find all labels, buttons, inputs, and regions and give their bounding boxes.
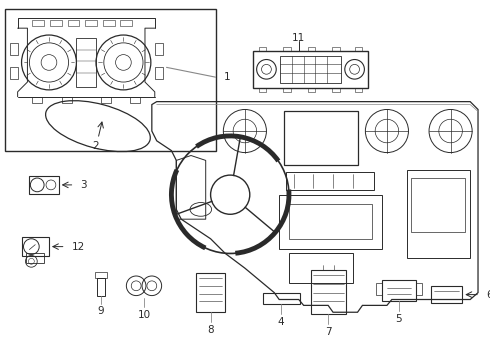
Text: 9: 9 [98, 306, 104, 316]
Bar [407, 170, 470, 258]
Text: 8: 8 [207, 325, 214, 335]
Text: 2: 2 [93, 141, 99, 151]
Bar [155, 43, 163, 55]
Bar [103, 20, 115, 26]
Text: 3: 3 [80, 180, 87, 190]
Text: 12: 12 [72, 242, 85, 252]
Bar [121, 20, 132, 26]
Bar [376, 283, 382, 294]
Bar [284, 112, 358, 165]
Bar [253, 51, 368, 88]
Bar [263, 293, 300, 305]
Bar [280, 55, 341, 83]
Bar [32, 97, 42, 103]
Bar [10, 43, 18, 55]
Bar [355, 47, 363, 51]
Text: 5: 5 [395, 314, 402, 324]
Bar [62, 97, 72, 103]
Bar [279, 195, 382, 248]
Bar [332, 88, 340, 92]
Bar [289, 204, 372, 239]
Bar [95, 272, 107, 278]
Text: 6: 6 [486, 289, 490, 300]
Text: 7: 7 [325, 327, 331, 337]
Bar [155, 67, 163, 79]
Bar [76, 38, 96, 87]
Bar [5, 9, 216, 150]
Bar [26, 253, 44, 263]
Bar [332, 47, 340, 51]
Bar [196, 273, 225, 312]
Text: 11: 11 [292, 33, 305, 43]
Bar [286, 172, 374, 190]
Bar [85, 20, 97, 26]
Text: 4: 4 [278, 317, 284, 327]
Bar [101, 97, 111, 103]
Text: 1: 1 [223, 72, 230, 82]
Text: 10: 10 [137, 310, 150, 320]
Bar [312, 270, 346, 314]
Bar [29, 176, 59, 194]
Bar [68, 20, 79, 26]
Bar [308, 88, 316, 92]
Bar [283, 88, 291, 92]
Bar [289, 253, 353, 283]
Bar [130, 97, 140, 103]
Bar [32, 20, 44, 26]
Bar [22, 237, 49, 256]
Bar [283, 47, 291, 51]
Bar [308, 47, 316, 51]
Bar [97, 278, 105, 296]
Bar [50, 20, 62, 26]
Bar [259, 47, 267, 51]
Bar [412, 178, 465, 232]
Bar [431, 286, 463, 303]
Bar [355, 88, 363, 92]
Bar [10, 67, 18, 79]
Bar [259, 88, 267, 92]
Bar [382, 280, 416, 301]
Bar [416, 283, 422, 294]
